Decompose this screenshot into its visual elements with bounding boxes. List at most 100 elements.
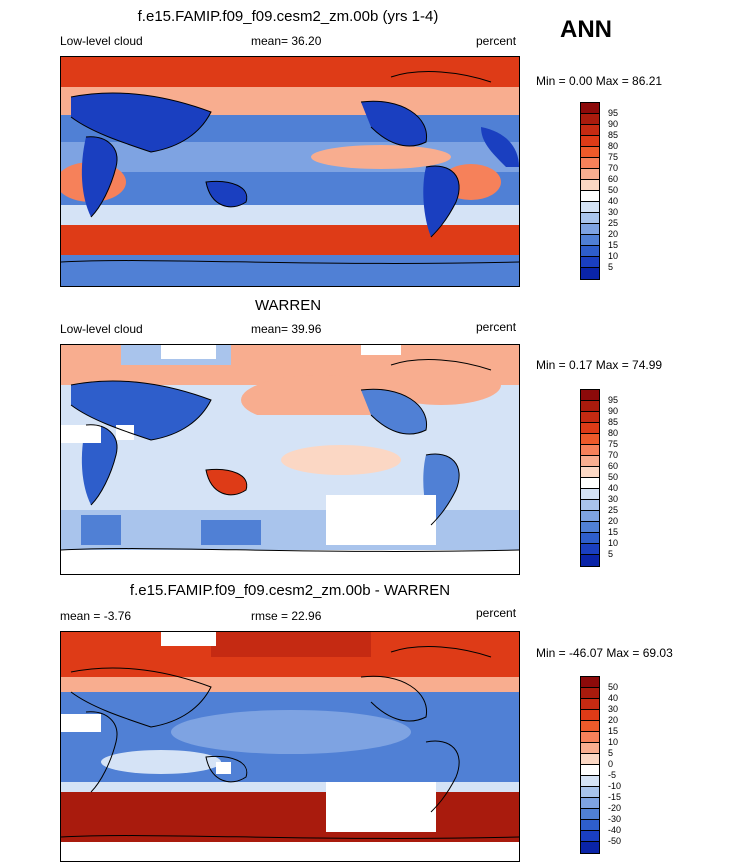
panel-2-colorbar (580, 389, 600, 567)
colorbar-swatch (581, 390, 599, 401)
colorbar-swatch (581, 158, 599, 169)
colorbar-swatch (581, 754, 599, 765)
panel-1-minmax: Min = 0.00 Max = 86.21 (536, 74, 663, 88)
colorbar-tick-label: 15 (608, 240, 619, 250)
panel-2-map (60, 344, 520, 575)
panel-3-mean-label: mean = -3.76 (60, 609, 132, 623)
colorbar-tick-label: 50 (608, 682, 619, 692)
colorbar-swatch (581, 721, 599, 732)
colorbar-swatch (581, 412, 599, 423)
colorbar-tick-label: 90 (608, 119, 619, 129)
colorbar-tick-label: 15 (608, 726, 619, 736)
colorbar-swatch (581, 445, 599, 456)
colorbar-swatch (581, 147, 599, 158)
panel-2-mean-label: mean= 39.96 (251, 322, 322, 336)
colorbar-tick-label: 70 (608, 450, 619, 460)
colorbar-swatch (581, 191, 599, 202)
colorbar-swatch (581, 202, 599, 213)
colorbar-swatch (581, 699, 599, 710)
colorbar-swatch (581, 257, 599, 268)
colorbar-tick-label: 5 (608, 748, 614, 758)
season-label: ANN (560, 16, 612, 43)
colorbar-swatch (581, 213, 599, 224)
colorbar-swatch (581, 478, 599, 489)
colorbar-tick-label: 50 (608, 472, 619, 482)
colorbar-tick-label: 75 (608, 152, 619, 162)
colorbar-tick-label: 60 (608, 461, 619, 471)
colorbar-tick-label: 75 (608, 439, 619, 449)
colorbar-tick-label: 40 (608, 196, 619, 206)
colorbar-swatch (581, 489, 599, 500)
colorbar-swatch (581, 710, 599, 721)
colorbar-swatch (581, 169, 599, 180)
colorbar-swatch (581, 820, 599, 831)
colorbar-tick-label: 25 (608, 218, 619, 228)
colorbar-tick-label: 30 (608, 207, 619, 217)
colorbar-tick-label: -15 (608, 792, 622, 802)
colorbar-swatch (581, 555, 599, 566)
colorbar-swatch (581, 522, 599, 533)
colorbar-tick-label: 20 (608, 229, 619, 239)
colorbar-tick-label: -5 (608, 770, 617, 780)
colorbar-swatch (581, 809, 599, 820)
colorbar-swatch (581, 500, 599, 511)
panel-1-mean-label: mean= 36.20 (251, 34, 322, 48)
colorbar-tick-label: -10 (608, 781, 622, 791)
colorbar-tick-label: 20 (608, 715, 619, 725)
colorbar-swatch (581, 677, 599, 688)
colorbar-swatch (581, 732, 599, 743)
colorbar-tick-label: 20 (608, 516, 619, 526)
colorbar-swatch (581, 125, 599, 136)
panel-3-rmse-label: rmse = 22.96 (251, 609, 322, 623)
colorbar-tick-label: 90 (608, 406, 619, 416)
colorbar-swatch (581, 224, 599, 235)
panel-2-title: WARREN (254, 297, 322, 314)
panel-2-units-label: percent (476, 320, 517, 334)
colorbar-tick-label: 95 (608, 108, 619, 118)
colorbar-swatch (581, 831, 599, 842)
colorbar-swatch (581, 180, 599, 191)
colorbar-swatch (581, 235, 599, 246)
colorbar-swatch (581, 533, 599, 544)
panel-3-units-label: percent (476, 606, 517, 620)
panel-3-colorbar (580, 676, 600, 854)
panel-1-units-label: percent (476, 34, 517, 48)
colorbar-swatch (581, 423, 599, 434)
colorbar-swatch (581, 776, 599, 787)
colorbar-swatch (581, 434, 599, 445)
colorbar-tick-label: 10 (608, 737, 619, 747)
panel-3-minmax: Min = -46.07 Max = 69.03 (536, 646, 673, 660)
colorbar-tick-label: -40 (608, 825, 622, 835)
colorbar-tick-label: -30 (608, 814, 622, 824)
colorbar-swatch (581, 743, 599, 754)
colorbar-tick-label: 25 (608, 505, 619, 515)
colorbar-swatch (581, 787, 599, 798)
colorbar-tick-label: 60 (608, 174, 619, 184)
colorbar-swatch (581, 765, 599, 776)
colorbar-tick-label: 85 (608, 130, 619, 140)
colorbar-tick-label: 70 (608, 163, 619, 173)
colorbar-swatch (581, 511, 599, 522)
colorbar-swatch (581, 798, 599, 809)
colorbar-swatch (581, 114, 599, 125)
colorbar-tick-label: 30 (608, 494, 619, 504)
colorbar-swatch (581, 456, 599, 467)
colorbar-tick-label: 95 (608, 395, 619, 405)
colorbar-swatch (581, 246, 599, 257)
colorbar-tick-label: 30 (608, 704, 619, 714)
colorbar-tick-label: 5 (608, 262, 614, 272)
panel-2-minmax: Min = 0.17 Max = 74.99 (536, 358, 663, 372)
colorbar-tick-label: 50 (608, 185, 619, 195)
colorbar-tick-label: 40 (608, 483, 619, 493)
panel-2-left-label: Low-level cloud (60, 322, 143, 336)
colorbar-tick-label: -50 (608, 836, 622, 846)
colorbar-tick-label: -20 (608, 803, 622, 813)
colorbar-swatch (581, 544, 599, 555)
colorbar-swatch (581, 401, 599, 412)
colorbar-swatch (581, 103, 599, 114)
colorbar-tick-label: 80 (608, 428, 619, 438)
panel-1-map (60, 56, 520, 287)
panel-3-map (60, 631, 520, 862)
colorbar-tick-label: 40 (608, 693, 619, 703)
colorbar-swatch (581, 842, 599, 853)
